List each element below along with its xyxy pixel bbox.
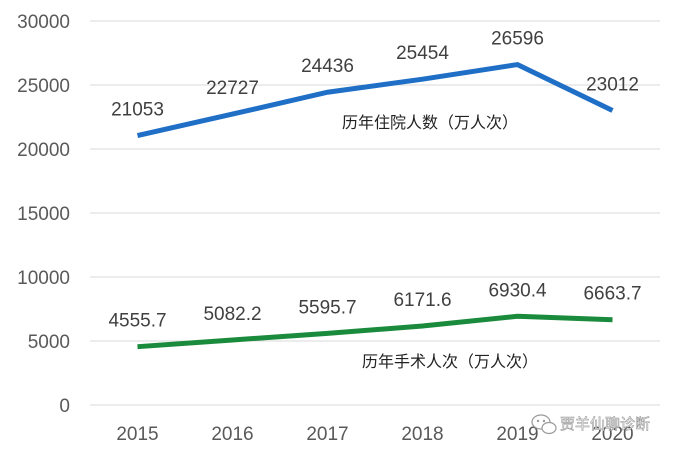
x-tick-label: 2020 [591,424,633,445]
y-tick-label: 10000 [17,268,70,289]
watermark-text: 贾羊仙聊诊断 [560,415,650,433]
series-lines [136,61,614,350]
data-label: 22727 [206,78,259,99]
y-tick-label: 25000 [17,76,70,97]
data-label: 6171.6 [393,290,451,311]
y-tick-label: 20000 [17,140,70,161]
data-label: 24436 [301,56,354,77]
series-line-2 [137,313,613,350]
x-tick-label: 2019 [496,424,538,445]
x-tick-label: 2018 [401,424,443,445]
data-label: 23012 [586,74,639,95]
x-tick-label: 2015 [116,424,158,445]
wechat-bubble-icon [531,414,557,435]
gridlines [90,20,660,406]
x-axis-ticks: 2015 2016 2017 2018 2019 2020 [116,424,633,445]
series-line-1 [136,61,614,138]
data-label: 5595.7 [298,297,356,318]
data-label: 21053 [111,100,164,121]
x-tick-label: 2016 [211,424,253,445]
data-label: 6663.7 [583,284,641,305]
x-tick-label: 2017 [306,424,348,445]
data-labels: 21053 22727 24436 25454 26596 23012 4555.7 5082… [108,29,641,332]
data-label: 25454 [396,43,449,64]
series-labels: 历年住院人数（万人次） 历年手术人次（万人次） [342,113,538,371]
y-tick-label: 30000 [17,12,70,33]
series-label-1: 历年住院人数（万人次） [342,113,518,132]
data-label: 26596 [491,29,544,50]
series-label-2: 历年手术人次（万人次） [362,352,538,371]
y-axis-ticks: 0 5000 10000 15000 20000 25000 30000 [17,12,70,417]
y-tick-label: 15000 [17,204,70,225]
data-label: 4555.7 [108,311,166,332]
y-tick-label: 5000 [28,332,70,353]
data-label: 6930.4 [488,280,547,301]
data-label: 5082.2 [203,304,261,325]
watermark: 贾羊仙聊诊断 [531,414,650,435]
y-tick-label: 0 [59,396,70,417]
